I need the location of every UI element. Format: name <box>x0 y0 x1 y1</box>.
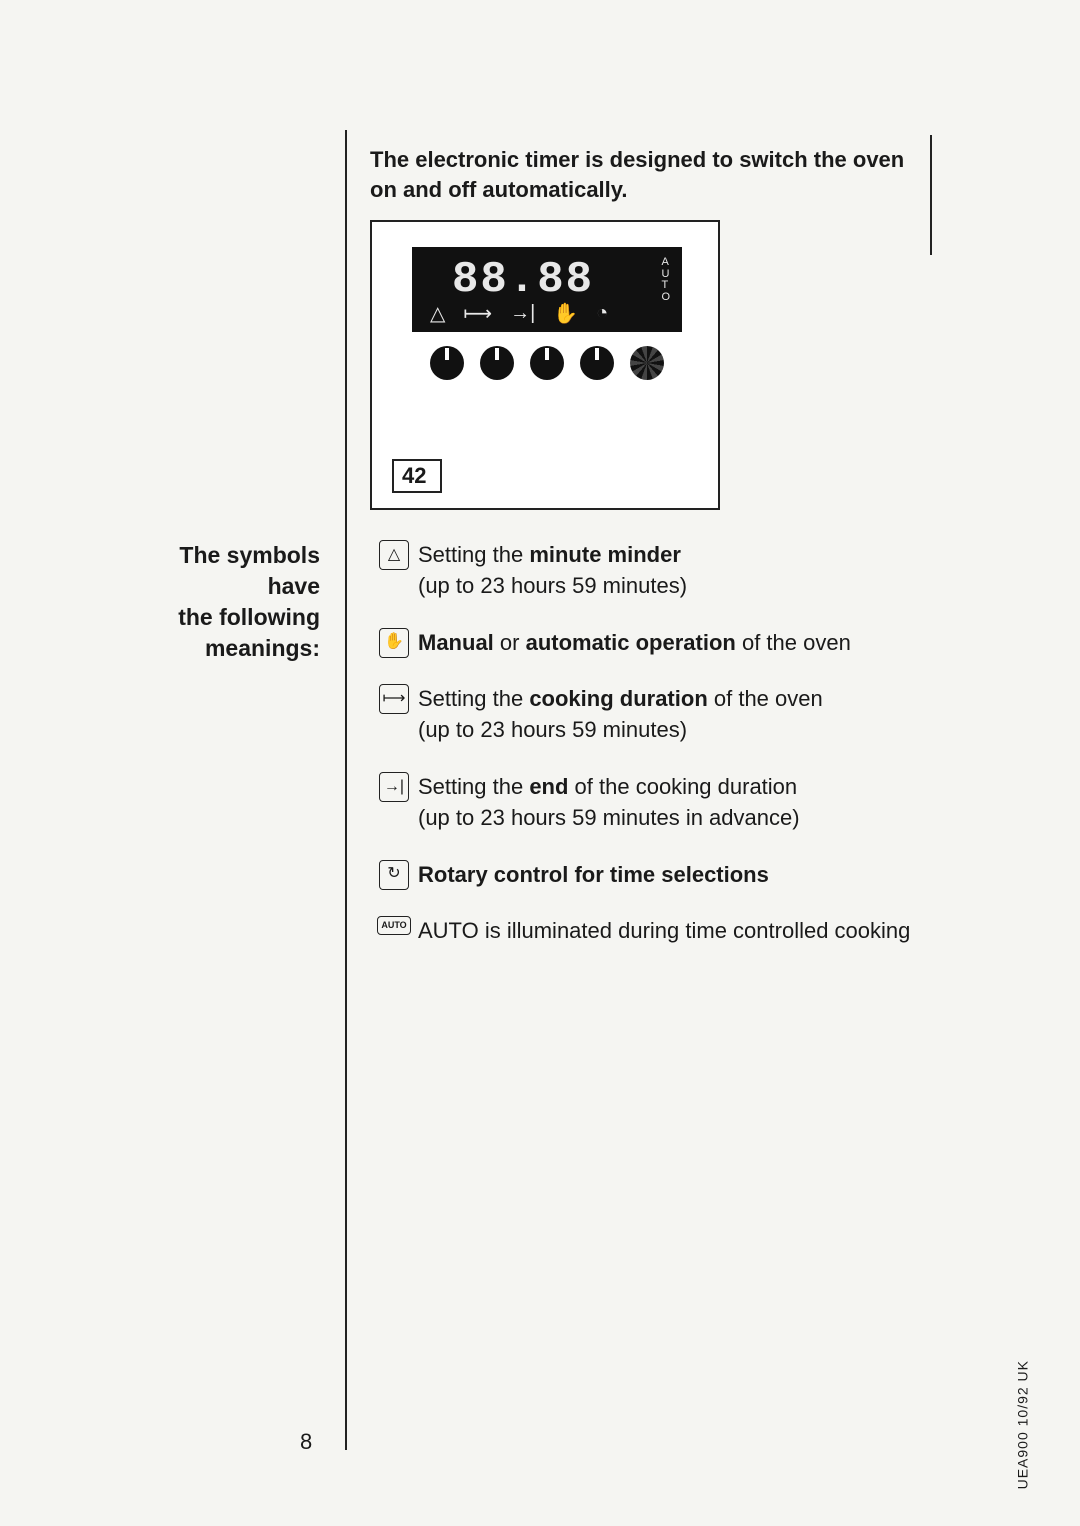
row-3-text: Setting the cooking duration of the oven… <box>418 684 970 746</box>
symbol-list: △ Setting the minute minder (up to 23 ho… <box>370 540 970 973</box>
rotary-knob <box>630 346 664 380</box>
timer-panel: 88.88 AUTO △ ⟼ →| ✋ ◔ <box>412 247 682 427</box>
row-4-text: Setting the end of the cooking duration … <box>418 772 970 834</box>
hand-icon-box: ✋ <box>370 628 418 658</box>
row-end: →| Setting the end of the cooking durati… <box>370 772 970 834</box>
display-icon-row: △ ⟼ →| ✋ ◔ <box>430 301 608 326</box>
knob-row <box>412 346 682 380</box>
duration-icon: ⟼ <box>463 301 492 326</box>
side-heading: The symbols have the following meanings: <box>60 540 320 664</box>
row-6-text: AUTO is illuminated during time controll… <box>418 916 970 947</box>
bell-icon: △ <box>430 301 445 326</box>
row-manual-auto: ✋ Manual or automatic operation of the o… <box>370 628 970 659</box>
timer-display: 88.88 AUTO △ ⟼ →| ✋ ◔ <box>412 247 682 332</box>
clock-icon: ◔ <box>596 302 608 325</box>
knob-3 <box>530 346 564 380</box>
intro-text: The electronic timer is designed to swit… <box>370 145 930 204</box>
end-icon-box: →| <box>370 772 418 802</box>
right-rule <box>930 135 932 255</box>
row-2-text: Manual or automatic operation of the ove… <box>418 628 970 659</box>
auto-label-vertical: AUTO <box>661 257 670 303</box>
row-duration: ⟼ Setting the cooking duration of the ov… <box>370 684 970 746</box>
document-id: UEA900 10/92 UK <box>1014 1360 1030 1489</box>
duration-icon-box: ⟼ <box>370 684 418 714</box>
knob-2 <box>480 346 514 380</box>
segment-digits: 88.88 <box>452 255 594 305</box>
row-5-text: Rotary control for time selections <box>418 860 970 891</box>
bell-icon-box: △ <box>370 540 418 570</box>
knob-4 <box>580 346 614 380</box>
side-heading-l2: have <box>268 573 320 599</box>
side-heading-l3: the following <box>178 604 320 630</box>
row-auto: AUTO AUTO is illuminated during time con… <box>370 916 970 947</box>
manual-page: The electronic timer is designed to swit… <box>60 40 1020 1480</box>
knob-1 <box>430 346 464 380</box>
timer-figure: 88.88 AUTO △ ⟼ →| ✋ ◔ 42 <box>370 220 720 510</box>
figure-number: 42 <box>392 459 442 493</box>
hand-icon: ✋ <box>553 301 578 326</box>
auto-icon-box: AUTO <box>370 916 418 935</box>
vertical-rule <box>345 130 347 1450</box>
row-minute-minder: △ Setting the minute minder (up to 23 ho… <box>370 540 970 602</box>
end-icon: →| <box>510 302 535 325</box>
page-number: 8 <box>300 1429 312 1455</box>
rotary-icon-box: ↻ <box>370 860 418 890</box>
row-1-text: Setting the minute minder (up to 23 hour… <box>418 540 970 602</box>
side-heading-l1: The symbols <box>179 542 320 568</box>
row-rotary: ↻ Rotary control for time selections <box>370 860 970 891</box>
side-heading-l4: meanings: <box>205 635 320 661</box>
